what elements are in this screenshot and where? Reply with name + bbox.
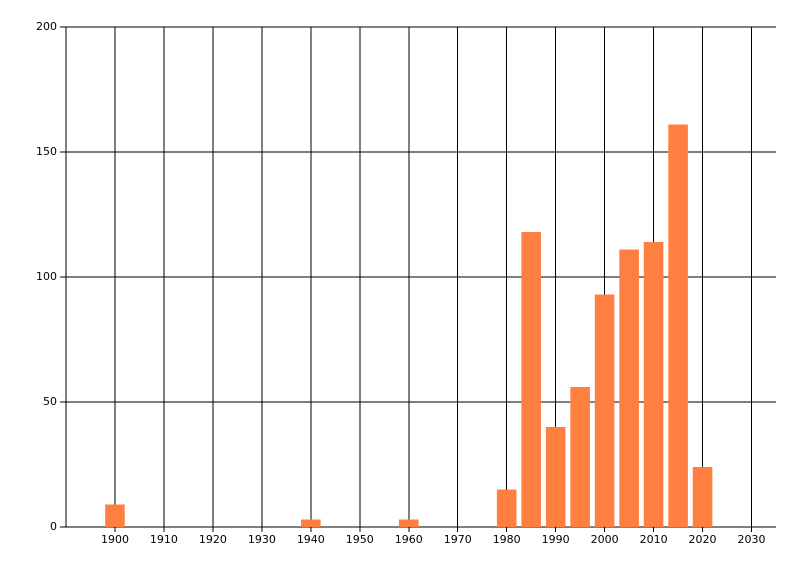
x-tick-label: 2020 [689, 533, 717, 546]
x-tick-label: 2000 [591, 533, 619, 546]
x-tick-label: 1990 [542, 533, 570, 546]
x-tick-label: 1940 [297, 533, 325, 546]
bar [619, 249, 639, 527]
bar [545, 427, 566, 527]
y-tick-label: 100 [36, 270, 57, 283]
x-tick-label: 1950 [346, 533, 374, 546]
bar [496, 489, 517, 527]
y-tick-label: 150 [36, 145, 57, 158]
bar [398, 519, 419, 527]
bar [668, 124, 688, 527]
y-tick-label: 50 [43, 395, 57, 408]
bar [643, 242, 664, 527]
x-tick-label: 1960 [395, 533, 423, 546]
x-tick-label: 2030 [738, 533, 766, 546]
bar [692, 467, 713, 527]
x-tick-label: 1920 [199, 533, 227, 546]
x-tick-label: 1930 [248, 533, 276, 546]
x-tick-label: 1900 [101, 533, 129, 546]
x-tick-label: 1910 [150, 533, 178, 546]
y-tick-label: 200 [36, 20, 57, 33]
y-tick-label: 0 [50, 520, 57, 533]
bar [570, 387, 590, 527]
bar [521, 232, 541, 527]
x-tick-label: 2010 [640, 533, 668, 546]
x-tick-label: 1980 [493, 533, 521, 546]
bar [105, 504, 125, 527]
x-tick-label: 1970 [444, 533, 472, 546]
bar [301, 519, 321, 527]
bar [594, 294, 615, 527]
